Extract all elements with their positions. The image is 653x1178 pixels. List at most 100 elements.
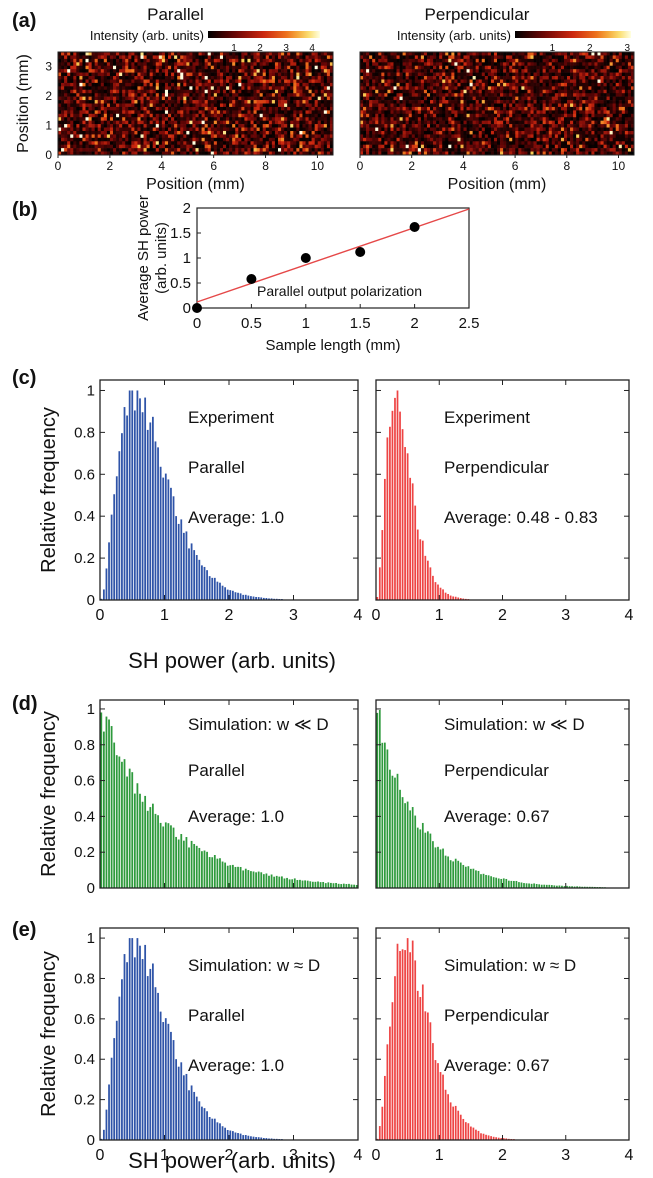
heatmap-cell [109, 113, 114, 118]
heatmap-cell [624, 82, 629, 87]
heatmap-cell [244, 86, 248, 91]
heatmap-cell [85, 100, 89, 104]
heatmap-cell [219, 130, 224, 135]
heatmap-cell [536, 62, 540, 67]
heatmap-cell [223, 141, 227, 145]
heatmap-cell [232, 117, 236, 121]
heatmap-cell [174, 151, 178, 156]
heatmap-cell [417, 69, 422, 73]
heatmap-cell [512, 89, 516, 94]
heatmap-cell [420, 96, 425, 101]
heatmap-cell [323, 110, 328, 115]
heatmap-cell [106, 69, 111, 73]
heatmap-cell [521, 103, 525, 108]
heatmap-cell [164, 117, 169, 121]
heatmap-cell [594, 134, 598, 139]
heatmap-cell [204, 120, 209, 125]
heatmap-cell [177, 82, 181, 87]
heatmap-cell [320, 106, 325, 111]
heatmap-cell [524, 69, 528, 73]
heatmap-cell [103, 79, 108, 84]
heatmap-cell [533, 79, 537, 84]
heatmap-cell [445, 120, 449, 125]
heatmap-cell [265, 137, 270, 142]
heatmap-cell [152, 76, 157, 80]
heatmap-cell [116, 79, 120, 84]
heatmap-cell [417, 110, 422, 115]
heatmap-cell [73, 79, 77, 84]
heatmap-cell [79, 55, 83, 60]
heatmap-cell [466, 96, 470, 101]
heatmap-cell [573, 72, 577, 77]
heatmap-cell [493, 113, 498, 118]
heatmap-cell [64, 93, 68, 97]
heatmap-cell [183, 82, 187, 87]
heatmap-cell [396, 72, 400, 77]
heatmap-cell [542, 100, 547, 104]
heatmap-cell [195, 120, 199, 125]
heatmap-cell [621, 120, 626, 125]
heatmap-cell [137, 86, 141, 91]
heatmap-cell [122, 110, 126, 115]
heatmap-cell [238, 103, 242, 108]
heatmap-cell [521, 93, 525, 97]
heatmap-cell [88, 151, 92, 156]
heatmap-cell [597, 55, 601, 60]
heatmap-cell [570, 65, 574, 70]
heatmap-cell [567, 96, 571, 101]
heatmap-cell [302, 144, 306, 149]
heatmap-cell [91, 148, 95, 152]
heatmap-cell [542, 89, 547, 94]
heatmap-cell [576, 127, 580, 132]
heatmap-cell [70, 69, 74, 73]
heatmap-cell [320, 52, 325, 56]
heatmap-cell [174, 65, 178, 70]
heatmap-cell [216, 96, 221, 101]
heatmap-cell [192, 124, 196, 128]
heatmap-cell [256, 110, 260, 115]
heatmap-cell [560, 127, 565, 132]
heatmap-cell [588, 124, 592, 128]
heatmap-cell [506, 79, 510, 84]
heatmap-cell [521, 55, 525, 60]
heatmap-cell [396, 55, 400, 60]
heatmap-cell [557, 58, 562, 63]
heatmap-cell [375, 86, 379, 91]
heatmap-frame [57, 51, 334, 156]
colorbar-label: Intensity (arb. units) [90, 28, 204, 43]
heatmap-cell [155, 89, 160, 94]
heatmap-cell [256, 141, 260, 145]
heatmap-cell [137, 100, 141, 104]
heatmap-cell [363, 76, 367, 80]
heatmap-cell [506, 110, 510, 115]
heatmap-cell [186, 69, 190, 73]
heatmap-cell [399, 52, 403, 56]
heatmap-cell [58, 55, 62, 60]
heatmap-cell [229, 113, 233, 118]
heatmap-cell [146, 62, 150, 67]
heatmap-cell [521, 69, 525, 73]
heatmap-cell [265, 144, 270, 149]
heatmap-cell [91, 89, 95, 94]
heatmap-cell [287, 82, 291, 87]
heatmap-cell [478, 52, 483, 56]
heatmap-cell [241, 141, 245, 145]
heatmap-cell [372, 130, 376, 135]
heatmap-cell [439, 58, 443, 63]
heatmap-cell [500, 58, 504, 63]
heatmap-cell [317, 141, 322, 145]
heatmap-cell [296, 96, 300, 101]
heatmap-cell [247, 106, 251, 111]
heatmap-cell [79, 134, 83, 139]
heatmap-cell [238, 89, 242, 94]
heatmap-cell [393, 58, 397, 63]
heatmap-cell [408, 124, 413, 128]
heatmap-cell [247, 120, 251, 125]
heatmap-cell [521, 117, 525, 121]
heatmap-cell [521, 124, 525, 128]
heatmap-cell [274, 69, 279, 73]
heatmap-cell [198, 130, 202, 135]
heatmap-cell [591, 96, 595, 101]
heatmap-cell [58, 100, 62, 104]
heatmap-cell [61, 144, 65, 149]
